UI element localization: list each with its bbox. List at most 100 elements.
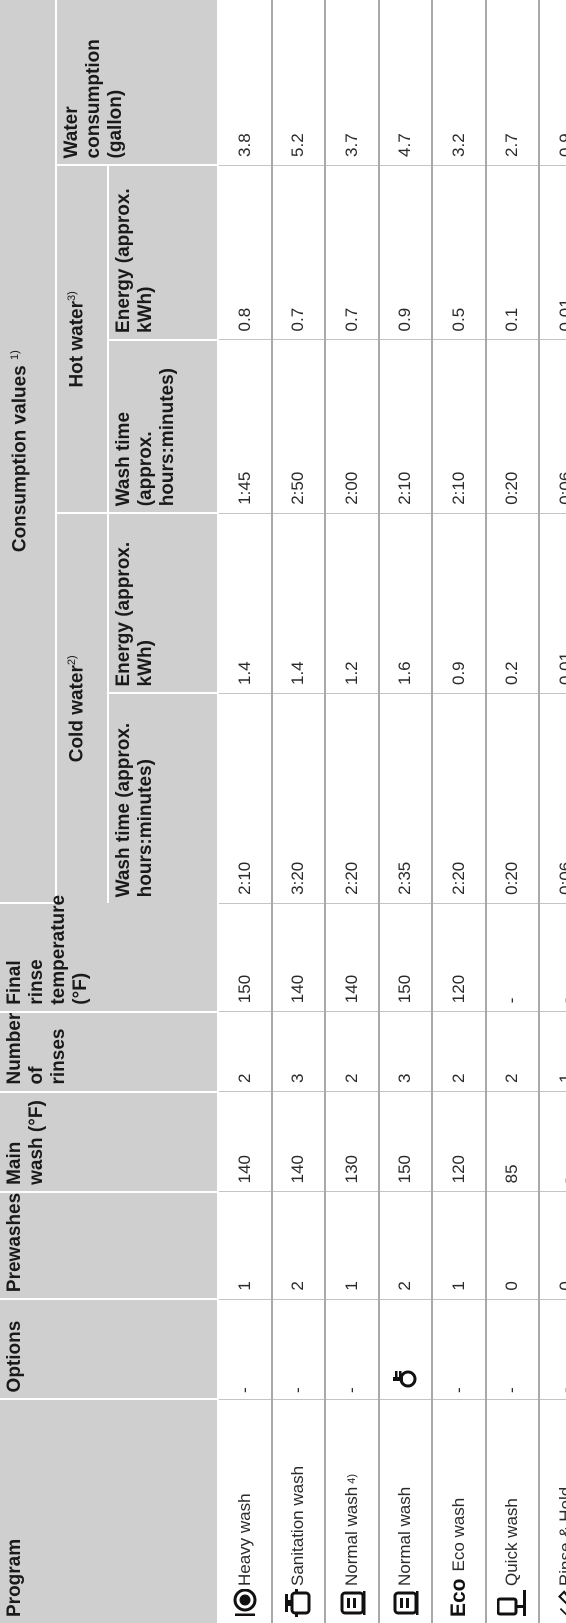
hot-energy-cell: 0.9 xyxy=(378,165,432,340)
cold-time-cell: 2:20 xyxy=(325,693,379,904)
water-cell: 2.7 xyxy=(485,0,539,166)
water-cell: 4.7 xyxy=(378,0,432,166)
header-cold-wash-time: Wash time (approx. hours:minutes) xyxy=(108,693,218,904)
options-cell: - xyxy=(218,1299,272,1400)
hot-time-cell: 2:00 xyxy=(325,339,379,514)
cold-energy-cell: 0.9 xyxy=(432,513,486,694)
header-final-rinse: Final rinse temperature (°F) xyxy=(0,895,218,1012)
options-cell: - xyxy=(271,1299,325,1400)
main-wash-cell: 120 xyxy=(432,1091,486,1192)
cold-energy-cell: 1.4 xyxy=(271,513,325,694)
program-cell: Eco Eco wash xyxy=(432,1399,486,1623)
header-hot-wash-time: Wash time (approx. hours:minutes) xyxy=(108,339,218,514)
header-consumption: Consumption values 1) xyxy=(0,0,56,904)
hot-water-footnote: 3) xyxy=(66,291,78,301)
rinses-cell: 3 xyxy=(378,1011,432,1092)
program-name: Sanitation wash xyxy=(288,1465,308,1586)
main-wash-cell: 85 xyxy=(485,1091,539,1192)
prewashes-cell: 2 xyxy=(271,1191,325,1300)
water-cell: 3.8 xyxy=(218,0,272,166)
header-cold-energy: Energy (approx. kWh) xyxy=(108,513,218,694)
cold-time-cell: 2:20 xyxy=(432,693,486,904)
hot-energy-cell: 0.01 xyxy=(539,165,566,340)
table-row: Quick wash - 0 85 2 - 0:20 0.2 0:20 0.1 … xyxy=(485,0,539,1623)
cold-energy-cell: 1.2 xyxy=(325,513,379,694)
program-cell: Rinse & Hold xyxy=(539,1399,566,1623)
program-name: Eco wash xyxy=(448,1497,468,1572)
final-rinse-cell: 140 xyxy=(271,903,325,1012)
prewashes-cell: 0 xyxy=(539,1191,566,1300)
program-name: Heavy wash xyxy=(234,1493,254,1586)
options-cell xyxy=(378,1299,432,1400)
normal-wash-icon xyxy=(337,1589,367,1617)
cold-energy-cell: 0.01 xyxy=(539,513,566,694)
sanitize-option-icon xyxy=(389,1365,419,1393)
rinses-cell: 2 xyxy=(432,1011,486,1092)
hot-time-cell: 2:50 xyxy=(271,339,325,514)
cold-time-cell: 2:10 xyxy=(218,693,272,904)
main-wash-cell: 130 xyxy=(325,1091,379,1192)
program-name: Quick wash xyxy=(502,1498,522,1586)
water-cell: 0.9 xyxy=(539,0,566,166)
rinses-cell: 3 xyxy=(271,1011,325,1092)
cold-energy-cell: 0.2 xyxy=(485,513,539,694)
options-cell: - xyxy=(325,1299,379,1400)
prewashes-cell: 1 xyxy=(432,1191,486,1300)
final-rinse-cell: - xyxy=(539,903,566,1012)
program-name: Normal wash xyxy=(341,1486,361,1586)
program-name: Normal wash xyxy=(395,1486,415,1586)
table-row: Rinse & Hold - 0 - 1 - 0:06 0.01 0:06 0.… xyxy=(539,0,566,1623)
program-name: Rinse & Hold xyxy=(555,1486,566,1586)
header-options: Options xyxy=(0,1299,218,1400)
water-cell: 3.7 xyxy=(325,0,379,166)
table-header: Program Options Prewashes Main wash (°F)… xyxy=(0,0,218,1623)
cold-time-cell: 0:06 xyxy=(539,693,566,904)
main-wash-cell: - xyxy=(539,1091,566,1192)
prewashes-cell: 2 xyxy=(378,1191,432,1300)
options-cell: - xyxy=(539,1299,566,1400)
table-row: Eco Eco wash - 1 120 2 120 2:20 0.9 2:10… xyxy=(432,0,486,1623)
hot-energy-cell: 0.7 xyxy=(271,165,325,340)
prewashes-cell: 1 xyxy=(325,1191,379,1300)
normal-wash-icon xyxy=(390,1589,420,1617)
header-prewashes: Prewashes xyxy=(0,1191,218,1300)
cold-time-cell: 2:35 xyxy=(378,693,432,904)
rinse-hold-icon xyxy=(551,1589,566,1617)
hot-time-cell: 2:10 xyxy=(378,339,432,514)
cold-water-footnote: 2) xyxy=(66,655,78,666)
program-cell: Heavy wash xyxy=(218,1399,272,1623)
prewashes-cell: 0 xyxy=(485,1191,539,1300)
rinses-cell: 2 xyxy=(325,1011,379,1092)
program-cell: Quick wash xyxy=(485,1399,539,1623)
hot-energy-cell: 0.1 xyxy=(485,165,539,340)
prewashes-cell: 1 xyxy=(218,1191,272,1300)
cold-energy-cell: 1.4 xyxy=(218,513,272,694)
final-rinse-cell: 150 xyxy=(218,903,272,1012)
hot-water-label: Hot water xyxy=(66,300,88,388)
hot-time-cell: 2:10 xyxy=(432,339,486,514)
table-row: Sanitation wash - 2 140 3 140 3:20 1.4 2… xyxy=(271,0,325,1623)
cold-time-cell: 3:20 xyxy=(271,693,325,904)
final-rinse-cell: 150 xyxy=(378,903,432,1012)
rinses-cell: 2 xyxy=(218,1011,272,1092)
cold-time-cell: 0:20 xyxy=(485,693,539,904)
rinses-cell: 2 xyxy=(485,1011,539,1092)
header-water-consumption: Water consumption (gallon) xyxy=(56,0,218,166)
table-body: Heavy wash - 1 140 2 150 2:10 1.4 1:45 0… xyxy=(218,0,566,1623)
final-rinse-cell: - xyxy=(485,903,539,1012)
program-cell: Normal wash xyxy=(378,1399,432,1623)
header-hot-energy: Energy (approx. kWh) xyxy=(108,165,218,340)
cold-energy-cell: 1.6 xyxy=(378,513,432,694)
hot-time-cell: 0:06 xyxy=(539,339,566,514)
consumption-footnote: 1) xyxy=(9,350,21,360)
header-cold-water: Cold water2) xyxy=(56,513,108,904)
quick-wash-icon xyxy=(497,1589,527,1617)
program-footnote: 4) xyxy=(345,1474,358,1484)
program-cell: Sanitation wash xyxy=(271,1399,325,1623)
main-wash-cell: 150 xyxy=(378,1091,432,1192)
rinses-cell: 1 xyxy=(539,1011,566,1092)
water-cell: 5.2 xyxy=(271,0,325,166)
heavy-wash-icon xyxy=(230,1589,260,1617)
